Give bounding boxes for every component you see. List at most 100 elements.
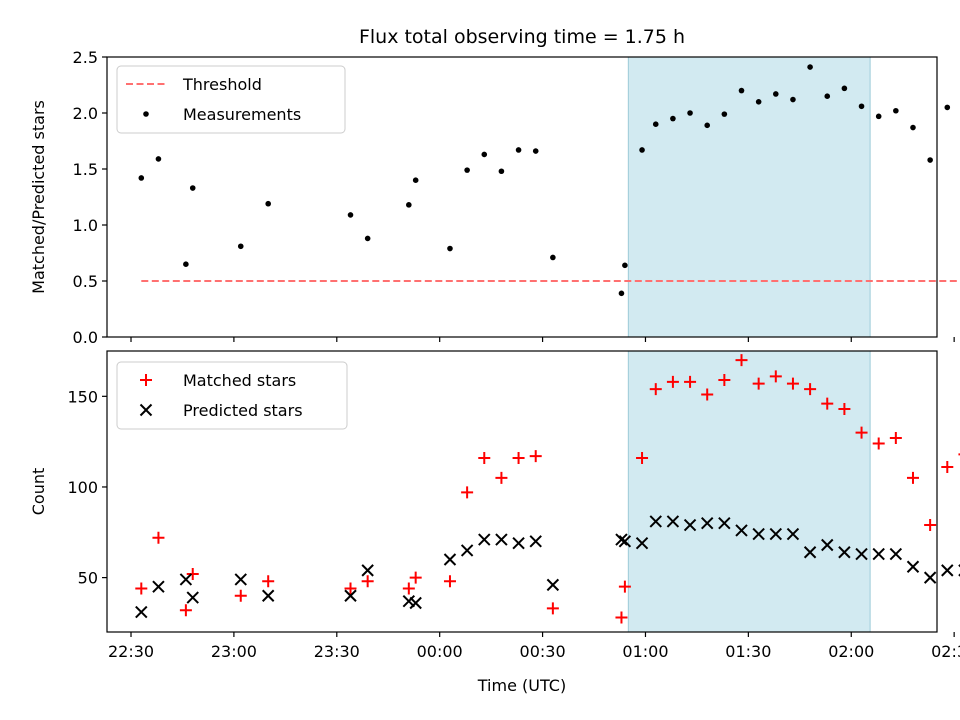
legend-label: Predicted stars [183,401,303,420]
data-point [481,151,488,158]
data-point [841,85,848,92]
data-point [666,515,680,528]
data-point [138,175,145,181]
data-point [893,107,899,114]
data-point [618,535,632,548]
data-point [512,536,525,550]
data-point [461,486,474,499]
data-point [529,450,542,463]
data-point [927,157,933,163]
data-point [649,383,662,396]
data-point [738,87,745,94]
data-point [700,517,714,530]
data-point [152,531,165,544]
x-tick-label: 23:00 [211,642,257,661]
data-point [412,177,419,183]
data-point [721,111,728,117]
data-point [550,254,556,261]
data-point [265,200,271,207]
data-point [344,589,357,602]
data-point [824,93,831,99]
data-point [687,110,693,116]
data-point [704,122,711,129]
data-point [636,451,649,464]
data-point [364,235,371,242]
data-point [152,580,165,593]
y-tick-label: 2.0 [73,104,98,123]
x-tick-label: 01:00 [622,642,668,661]
data-point [234,589,247,602]
data-point [186,591,199,604]
data-point [941,564,954,577]
data-point [402,582,415,595]
x-tick-label: 00:00 [417,642,463,661]
y-tick-label: 150 [67,387,98,406]
data-point [941,461,954,474]
data-point [615,533,628,546]
x-tick-label: 22:30 [108,642,154,661]
series-matched-stars [135,354,960,624]
data-point [189,185,196,191]
y-tick-label: 100 [67,478,98,497]
data-point [769,527,783,541]
data-point [752,527,765,541]
legend-label: Threshold [182,75,262,94]
data-point [135,582,148,595]
x-tick-label: 01:30 [725,642,771,661]
observing-window-shade [627,56,871,338]
data-point [735,524,748,537]
data-point [622,262,628,269]
data-point [529,535,542,548]
legend-label: Matched stars [183,371,296,390]
data-point [447,245,453,252]
data-point [855,426,868,439]
data-point [443,575,456,588]
data-point [532,148,539,154]
data-point [872,437,885,450]
x-tick-label: 02:00 [828,642,874,661]
data-point [906,560,920,573]
data-point [649,515,662,528]
data-point [838,403,851,416]
data-point [666,375,679,388]
data-point [478,451,491,464]
data-point [735,354,748,367]
data-point [872,547,885,561]
data-point [752,377,765,390]
data-point [443,553,457,566]
data-point [670,115,676,122]
x-tick-label: 00:30 [520,642,566,661]
data-point [786,377,799,390]
data-point [755,99,762,105]
series-predicted-stars [135,515,960,619]
data-point [409,571,422,584]
data-point [512,451,525,464]
data-point [807,64,813,70]
plot-frame [106,350,938,633]
y-axis-label: Count [29,468,48,516]
data-point [786,527,800,541]
data-point [179,604,192,617]
y-tick-label: 0.0 [73,328,98,347]
data-point [618,580,631,593]
data-point [183,261,189,268]
data-point [683,518,697,532]
series-measurements [138,64,951,297]
data-point [944,104,951,111]
data-point [546,578,560,592]
data-point [261,589,275,602]
data-point [135,605,148,619]
chart-title: Flux total observing time = 1.75 h [359,26,685,48]
data-point [179,573,193,586]
data-point [769,370,782,383]
data-point [718,374,731,387]
data-point [344,582,357,595]
data-point [684,375,697,388]
data-point [495,533,508,546]
data-point [790,96,796,103]
data-point [773,91,779,97]
data-point [639,147,645,153]
x-axis-label: Time (UTC) [477,676,566,695]
data-point [718,517,731,530]
